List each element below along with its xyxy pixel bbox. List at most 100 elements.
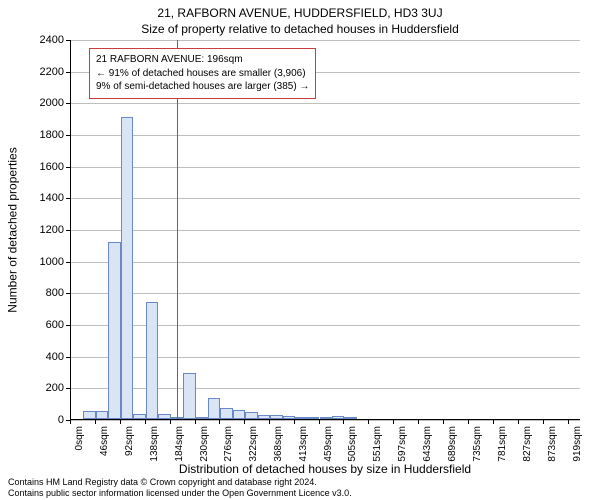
y-tick-label: 600 bbox=[24, 319, 64, 331]
x-tick-label: 735sqm bbox=[472, 426, 483, 466]
x-tick-label: 184sqm bbox=[174, 426, 185, 466]
footer-line-1: Contains HM Land Registry data © Crown c… bbox=[8, 477, 352, 487]
histogram-bar bbox=[283, 416, 295, 419]
y-tick-label: 1000 bbox=[24, 256, 64, 268]
x-tick-label: 551sqm bbox=[372, 426, 383, 466]
y-tick-label: 1800 bbox=[24, 129, 64, 141]
x-tick-label: 92sqm bbox=[124, 426, 135, 466]
y-tick-mark bbox=[66, 135, 70, 136]
footer-line-2: Contains public sector information licen… bbox=[8, 488, 352, 498]
histogram-bar bbox=[307, 417, 319, 419]
x-tick-mark bbox=[120, 420, 121, 424]
y-tick-mark bbox=[66, 103, 70, 104]
histogram-bar bbox=[196, 417, 208, 419]
x-tick-mark bbox=[70, 420, 71, 424]
histogram-bar bbox=[108, 242, 120, 419]
histogram-bar bbox=[121, 117, 133, 419]
gridline-horizontal bbox=[71, 293, 580, 294]
y-tick-mark bbox=[66, 198, 70, 199]
y-tick-label: 0 bbox=[24, 414, 64, 426]
y-axis-label: Number of detached properties bbox=[4, 40, 22, 420]
x-tick-label: 0sqm bbox=[74, 426, 85, 466]
x-tick-mark bbox=[543, 420, 544, 424]
gridline-horizontal bbox=[71, 230, 580, 231]
x-tick-mark bbox=[269, 420, 270, 424]
histogram-bar bbox=[220, 408, 232, 419]
info-box-line: ← 91% of detached houses are smaller (3,… bbox=[96, 67, 309, 81]
x-tick-mark bbox=[170, 420, 171, 424]
x-tick-label: 368sqm bbox=[273, 426, 284, 466]
x-tick-mark bbox=[343, 420, 344, 424]
footer-attribution: Contains HM Land Registry data © Crown c… bbox=[8, 477, 352, 498]
gridline-horizontal bbox=[71, 262, 580, 263]
histogram-bar bbox=[183, 373, 195, 419]
y-tick-mark bbox=[66, 325, 70, 326]
histogram-bar bbox=[295, 417, 307, 419]
x-tick-mark bbox=[219, 420, 220, 424]
x-tick-label: 505sqm bbox=[347, 426, 358, 466]
x-tick-label: 643sqm bbox=[422, 426, 433, 466]
y-tick-label: 200 bbox=[24, 382, 64, 394]
y-tick-label: 2400 bbox=[24, 34, 64, 46]
x-tick-mark bbox=[145, 420, 146, 424]
x-tick-label: 781sqm bbox=[497, 426, 508, 466]
y-tick-label: 2000 bbox=[24, 97, 64, 109]
histogram-bar bbox=[320, 417, 332, 419]
histogram-bar bbox=[133, 414, 145, 419]
histogram-bar bbox=[270, 415, 282, 419]
plot-area: 21 RAFBORN AVENUE: 196sqm← 91% of detach… bbox=[70, 40, 580, 420]
y-tick-label: 1400 bbox=[24, 192, 64, 204]
x-tick-label: 322sqm bbox=[248, 426, 259, 466]
y-tick-mark bbox=[66, 388, 70, 389]
x-tick-label: 138sqm bbox=[149, 426, 160, 466]
y-tick-label: 1200 bbox=[24, 224, 64, 236]
y-tick-label: 800 bbox=[24, 287, 64, 299]
histogram-bar bbox=[233, 410, 245, 419]
gridline-horizontal bbox=[71, 198, 580, 199]
y-tick-mark bbox=[66, 230, 70, 231]
x-tick-mark bbox=[294, 420, 295, 424]
x-tick-label: 459sqm bbox=[323, 426, 334, 466]
y-tick-label: 1600 bbox=[24, 161, 64, 173]
y-tick-mark bbox=[66, 40, 70, 41]
y-tick-label: 400 bbox=[24, 351, 64, 363]
x-tick-label: 46sqm bbox=[99, 426, 110, 466]
info-box: 21 RAFBORN AVENUE: 196sqm← 91% of detach… bbox=[89, 48, 316, 99]
gridline-horizontal bbox=[71, 135, 580, 136]
x-tick-label: 276sqm bbox=[223, 426, 234, 466]
x-tick-mark bbox=[493, 420, 494, 424]
x-tick-mark bbox=[195, 420, 196, 424]
gridline-horizontal bbox=[71, 167, 580, 168]
x-tick-label: 689sqm bbox=[447, 426, 458, 466]
y-tick-mark bbox=[66, 262, 70, 263]
chart-title: Size of property relative to detached ho… bbox=[0, 22, 600, 36]
x-tick-mark bbox=[418, 420, 419, 424]
x-tick-mark bbox=[468, 420, 469, 424]
x-tick-label: 873sqm bbox=[547, 426, 558, 466]
histogram-bar bbox=[245, 412, 257, 419]
x-tick-mark bbox=[244, 420, 245, 424]
y-tick-label: 2200 bbox=[24, 66, 64, 78]
y-tick-mark bbox=[66, 293, 70, 294]
x-tick-mark bbox=[368, 420, 369, 424]
x-tick-mark bbox=[518, 420, 519, 424]
info-box-line: 21 RAFBORN AVENUE: 196sqm bbox=[96, 53, 309, 67]
histogram-bar bbox=[344, 417, 356, 419]
chart-container: 21, RAFBORN AVENUE, HUDDERSFIELD, HD3 3U… bbox=[0, 0, 600, 500]
x-tick-label: 919sqm bbox=[572, 426, 583, 466]
x-tick-mark bbox=[568, 420, 569, 424]
y-tick-mark bbox=[66, 357, 70, 358]
x-tick-mark bbox=[319, 420, 320, 424]
histogram-bar bbox=[158, 414, 170, 419]
x-tick-mark bbox=[443, 420, 444, 424]
histogram-bar bbox=[332, 416, 344, 419]
histogram-bar bbox=[208, 398, 220, 419]
gridline-horizontal bbox=[71, 103, 580, 104]
histogram-bar bbox=[96, 411, 108, 419]
x-tick-label: 597sqm bbox=[397, 426, 408, 466]
y-tick-mark bbox=[66, 167, 70, 168]
gridline-horizontal bbox=[71, 40, 580, 41]
x-tick-label: 827sqm bbox=[522, 426, 533, 466]
chart-suptitle: 21, RAFBORN AVENUE, HUDDERSFIELD, HD3 3U… bbox=[0, 6, 600, 20]
histogram-bar bbox=[258, 415, 270, 419]
